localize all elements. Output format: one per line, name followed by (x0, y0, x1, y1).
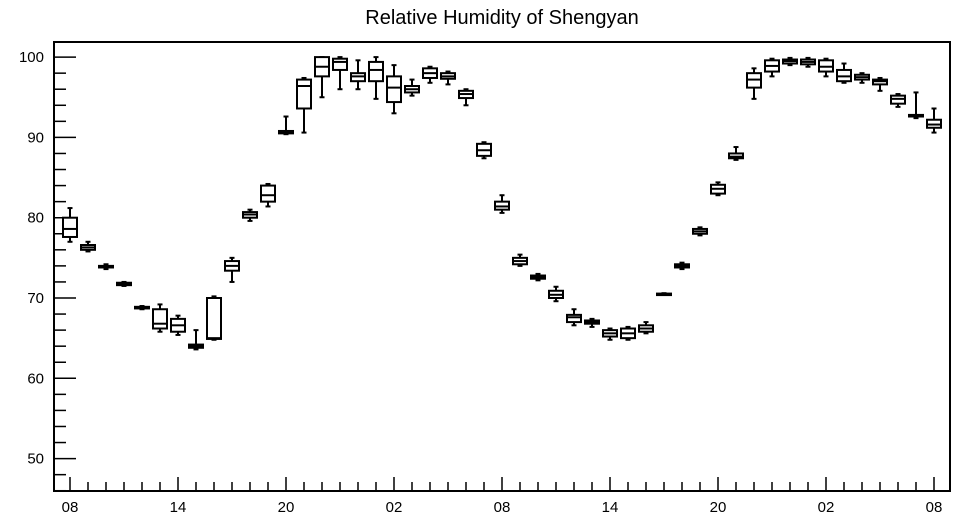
box-0 (62, 207, 78, 243)
box-37 (728, 146, 744, 161)
box-21 (440, 70, 456, 86)
box-36 (710, 181, 726, 197)
box-31 (620, 325, 636, 341)
box-41 (800, 56, 816, 68)
box-18 (386, 64, 402, 115)
box-iqr (152, 308, 168, 330)
x-axis: 08 14 20 02 08 14 20 02 08 (62, 477, 943, 516)
box-29 (584, 317, 600, 328)
y-tick-label: 50 (27, 451, 44, 468)
x-tick-label: 20 (278, 499, 295, 516)
y-tick-label: 80 (27, 210, 44, 227)
y-tick-label: 100 (19, 49, 44, 66)
box-23 (476, 141, 492, 160)
box-4 (134, 305, 150, 311)
box-34 (674, 261, 690, 271)
x-tick-label: 02 (818, 499, 835, 516)
box-2 (98, 263, 114, 271)
box-20 (422, 65, 438, 84)
x-tick-label: 02 (386, 499, 403, 516)
box-3 (116, 280, 132, 287)
x-tick-label: 14 (602, 499, 619, 516)
box-8 (206, 295, 222, 341)
chart-title: Relative Humidity of Shengyan (365, 7, 638, 29)
box-24 (494, 194, 510, 214)
box-iqr (368, 60, 384, 83)
box-iqr (206, 297, 222, 340)
box-iqr (566, 313, 582, 324)
y-tick-label: 60 (27, 370, 44, 387)
box-13 (296, 76, 312, 134)
y-tick-label: 70 (27, 290, 44, 307)
box-14 (314, 56, 330, 99)
plot-frame (53, 41, 951, 492)
box-7 (188, 329, 204, 351)
box-17 (368, 56, 384, 100)
box-11 (260, 182, 276, 208)
box-9 (224, 256, 240, 283)
box-43 (836, 62, 852, 84)
box-iqr (386, 75, 402, 104)
box-16 (350, 59, 366, 91)
box-32 (638, 321, 654, 335)
y-axis: 50 60 70 80 90 100 (19, 49, 76, 492)
box-5 (152, 303, 168, 333)
box-25 (512, 253, 528, 267)
box-39 (764, 57, 780, 78)
box-42 (818, 57, 834, 78)
boxplot-series (62, 56, 942, 351)
box-35 (692, 226, 708, 237)
x-tick-label: 08 (926, 499, 943, 516)
box-22 (458, 88, 474, 107)
y-tick-label: 90 (27, 129, 44, 146)
x-tick-label: 08 (62, 499, 79, 516)
box-30 (602, 327, 618, 341)
box-iqr (260, 184, 276, 203)
box-iqr (296, 78, 312, 110)
box-46 (890, 93, 906, 108)
box-26 (530, 272, 546, 282)
box-10 (242, 208, 258, 222)
box-48 (926, 107, 942, 134)
box-6 (170, 314, 186, 336)
x-tick-label: 14 (170, 499, 187, 516)
box-44 (854, 72, 870, 84)
box-45 (872, 76, 888, 92)
box-33 (656, 292, 672, 297)
box-iqr (332, 57, 348, 71)
box-47 (908, 91, 924, 120)
box-12 (278, 115, 294, 136)
box-1 (80, 240, 96, 253)
box-38 (746, 67, 762, 100)
box-19 (404, 78, 420, 97)
box-27 (548, 285, 564, 303)
box-iqr (62, 216, 78, 238)
x-tick-label: 08 (494, 499, 511, 516)
box-15 (332, 56, 348, 91)
x-tick-label: 20 (710, 499, 727, 516)
box-28 (566, 308, 582, 327)
box-40 (782, 56, 798, 67)
